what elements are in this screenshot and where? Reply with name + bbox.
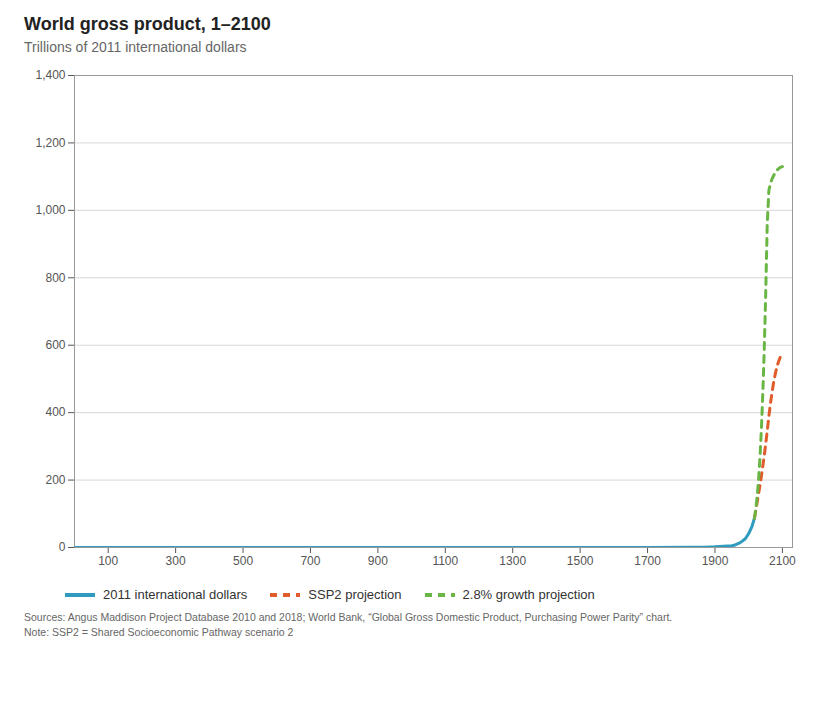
svg-text:1500: 1500 <box>567 554 594 568</box>
svg-text:500: 500 <box>233 554 253 568</box>
html-text:Sources: Angus Maddison Projec: Sources: Angus Maddison Project Database… <box>24 611 673 623</box>
html-text:2.8% growth projection: 2.8% growth projection <box>462 587 595 602</box>
svg-text:900: 900 <box>368 554 388 568</box>
html-text:SSP2 projection: SSP2 projection <box>308 587 402 602</box>
svg-text:0: 0 <box>59 540 66 554</box>
html-text:2011 international dollars: 2011 international dollars <box>103 587 248 602</box>
svg-text:1,000: 1,000 <box>35 203 65 217</box>
svg-text:1,400: 1,400 <box>35 68 65 82</box>
svg-text:600: 600 <box>45 338 65 352</box>
html-text:Note: SSP2 = Shared Socioecono: Note: SSP2 = Shared Socioeconomic Pathwa… <box>24 626 294 639</box>
svg-text:300: 300 <box>166 554 186 568</box>
svg-text:200: 200 <box>45 473 65 487</box>
svg-text:100: 100 <box>98 554 118 568</box>
html-text:Trillions of 2011 internationa: Trillions of 2011 international dollars <box>24 39 247 55</box>
svg-text:1700: 1700 <box>634 554 661 568</box>
svg-text:700: 700 <box>300 554 320 568</box>
svg-text:800: 800 <box>45 271 65 285</box>
svg-text:1300: 1300 <box>499 554 526 568</box>
svg-text:1100: 1100 <box>432 554 458 568</box>
svg-text:1900: 1900 <box>702 554 729 568</box>
svg-text:2100: 2100 <box>769 554 796 568</box>
html-text:World gross product, 1–2100: World gross product, 1–2100 <box>24 14 271 34</box>
svg-text:1,200: 1,200 <box>35 136 65 150</box>
svg-text:400: 400 <box>45 405 65 419</box>
